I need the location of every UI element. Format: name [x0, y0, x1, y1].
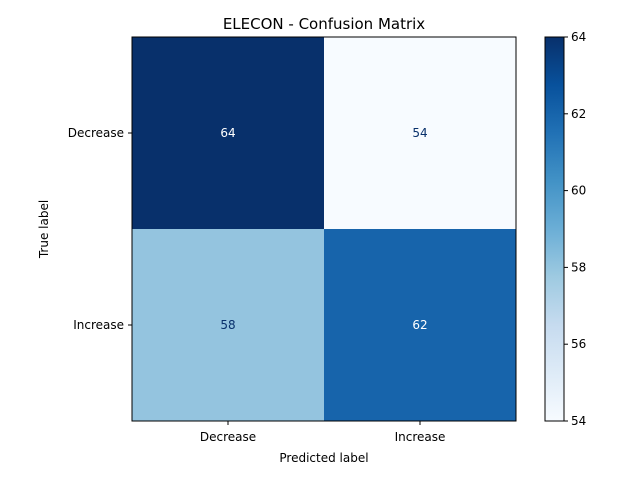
colorbar-tick-label-1: 56 — [571, 337, 586, 351]
x-tick-label-1: Increase — [395, 430, 446, 444]
matrix-cell-1-1 — [324, 229, 516, 421]
y-axis-ticks: Decrease Increase — [68, 126, 132, 332]
colorbar-tick-label-2: 58 — [571, 260, 586, 274]
matrix-cell-1-0 — [132, 229, 324, 421]
colorbar-tick-label-5: 64 — [571, 30, 586, 44]
matrix-cells: 64 54 58 62 — [132, 37, 516, 421]
x-axis-label: Predicted label — [279, 451, 368, 465]
matrix-cell-0-0 — [132, 37, 324, 229]
y-tick-label-1: Increase — [73, 318, 124, 332]
colorbar-tick-label-4: 62 — [571, 107, 586, 121]
x-axis-ticks: Decrease Increase — [200, 421, 446, 444]
x-tick-label-0: Decrease — [200, 430, 256, 444]
y-axis-label: True label — [37, 200, 51, 259]
colorbar-gradient — [545, 37, 564, 421]
colorbar-frame — [544, 36, 565, 422]
cell-value-label-0-0: 64 — [220, 126, 235, 140]
colorbar-tick-label-3: 60 — [571, 184, 586, 198]
matrix-cell-0-1 — [324, 37, 516, 229]
cell-value-label-1-1: 62 — [412, 318, 427, 332]
colorbar-tick-label-0: 54 — [571, 414, 586, 428]
cell-value-label-0-1: 54 — [412, 126, 427, 140]
colorbar-ticks: 54 56 58 60 62 64 — [564, 30, 586, 428]
plot-frame — [131, 36, 517, 422]
y-tick-label-0: Decrease — [68, 126, 124, 140]
cell-value-label-1-0: 58 — [220, 318, 235, 332]
chart-title: ELECON - Confusion Matrix — [223, 15, 425, 33]
